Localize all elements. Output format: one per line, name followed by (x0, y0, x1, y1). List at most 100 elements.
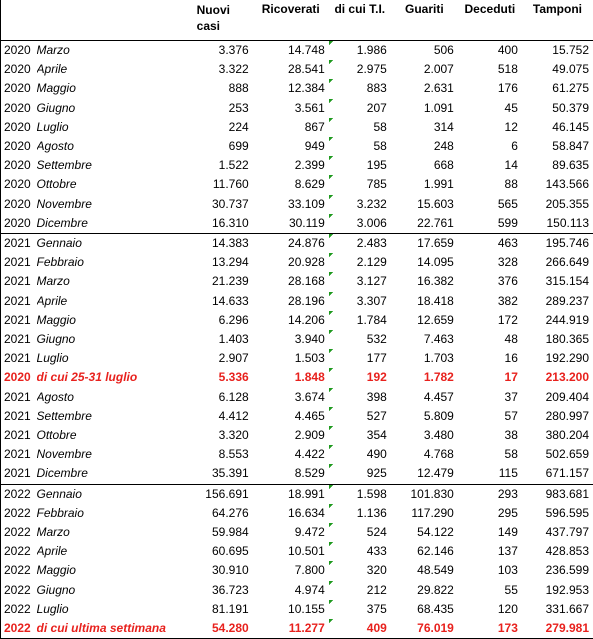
value-cell: 1.782 (391, 368, 458, 387)
value-cell: 14.383 (187, 234, 253, 254)
value-cell: 12.659 (391, 311, 458, 330)
month-cell: Maggio (37, 311, 187, 330)
month-cell: Febbraio (37, 504, 187, 523)
value-cell: 81.191 (187, 600, 253, 619)
month-cell: Aprile (37, 542, 187, 561)
value-cell: 8.529 (253, 464, 329, 484)
value-cell: 172 (458, 311, 522, 330)
value-cell: 12 (458, 118, 522, 137)
value-cell: 195.746 (522, 234, 593, 254)
month-cell: Dicembre (37, 214, 187, 234)
value-cell: 49.075 (522, 60, 593, 79)
value-cell: 37 (458, 388, 522, 407)
year-cell: 2021 (1, 272, 37, 291)
value-cell: 699 (187, 137, 253, 156)
value-cell: 61.275 (522, 79, 593, 98)
month-cell: Aprile (37, 60, 187, 79)
value-cell: 3.307 (329, 292, 391, 311)
value-cell: 4.457 (391, 388, 458, 407)
value-cell: 490 (329, 445, 391, 464)
value-cell: 101.830 (391, 484, 458, 504)
value-cell: 668 (391, 156, 458, 175)
value-cell: 192.290 (522, 349, 593, 368)
value-cell: 14.095 (391, 253, 458, 272)
year-cell: 2020 (1, 79, 37, 98)
value-cell: 671.157 (522, 464, 593, 484)
value-cell: 30.737 (187, 195, 253, 214)
value-cell: 2.007 (391, 60, 458, 79)
value-cell: 983.681 (522, 484, 593, 504)
month-cell: Gennaio (37, 484, 187, 504)
month-cell: Novembre (37, 445, 187, 464)
value-cell: 4.974 (253, 581, 329, 600)
value-cell: 785 (329, 175, 391, 194)
year-cell: 2022 (1, 542, 37, 561)
value-cell: 38 (458, 426, 522, 445)
value-cell: 62.146 (391, 542, 458, 561)
value-cell: 45 (458, 99, 522, 118)
value-cell: 14.748 (253, 41, 329, 61)
value-cell: 3.127 (329, 272, 391, 291)
value-cell: 143.566 (522, 175, 593, 194)
value-cell: 244.919 (522, 311, 593, 330)
value-cell: 24.876 (253, 234, 329, 254)
value-cell: 30.119 (253, 214, 329, 234)
year-cell: 2021 (1, 292, 37, 311)
value-cell: 867 (253, 118, 329, 137)
year-cell: 2021 (1, 464, 37, 484)
value-cell: 3.232 (329, 195, 391, 214)
value-cell: 28.168 (253, 272, 329, 291)
value-cell: 883 (329, 79, 391, 98)
month-cell: Aprile (37, 292, 187, 311)
value-cell: 1.598 (329, 484, 391, 504)
value-cell: 295 (458, 504, 522, 523)
year-cell: 2021 (1, 426, 37, 445)
year-cell: 2022 (1, 619, 37, 639)
value-cell: 3.561 (253, 99, 329, 118)
value-cell: 13.294 (187, 253, 253, 272)
value-cell: 409 (329, 619, 391, 639)
value-cell: 14 (458, 156, 522, 175)
value-cell: 2.129 (329, 253, 391, 272)
value-cell: 5.809 (391, 407, 458, 426)
year-cell: 2021 (1, 388, 37, 407)
column-header: Deceduti (458, 0, 522, 41)
value-cell: 3.320 (187, 426, 253, 445)
value-cell: 22.761 (391, 214, 458, 234)
value-cell: 289.237 (522, 292, 593, 311)
value-cell: 320 (329, 561, 391, 580)
month-cell: di cui ultima settimana (37, 619, 187, 639)
year-cell: 2020 (1, 137, 37, 156)
value-cell: 532 (329, 330, 391, 349)
value-cell: 428.853 (522, 542, 593, 561)
value-cell: 524 (329, 523, 391, 542)
month-cell: Ottobre (37, 426, 187, 445)
value-cell: 18.991 (253, 484, 329, 504)
year-cell: 2022 (1, 561, 37, 580)
value-cell: 16.382 (391, 272, 458, 291)
year-cell: 2020 (1, 60, 37, 79)
column-header: Ricoverati (253, 0, 329, 41)
value-cell: 205.355 (522, 195, 593, 214)
month-cell: Marzo (37, 41, 187, 61)
value-cell: 376 (458, 272, 522, 291)
month-cell: Ottobre (37, 175, 187, 194)
value-cell: 2.483 (329, 234, 391, 254)
month-cell: Settembre (37, 156, 187, 175)
value-cell: 115 (458, 464, 522, 484)
value-cell: 60.695 (187, 542, 253, 561)
year-cell: 2020 (1, 156, 37, 175)
value-cell: 58 (458, 445, 522, 464)
year-cell: 2020 (1, 214, 37, 234)
